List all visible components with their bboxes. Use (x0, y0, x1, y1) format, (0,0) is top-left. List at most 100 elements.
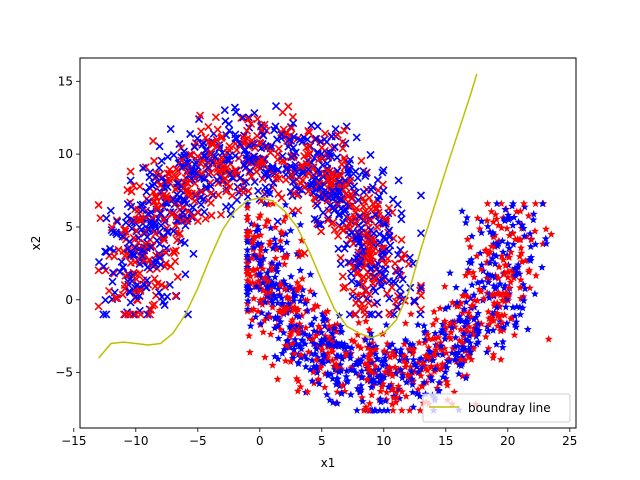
data-point (464, 268, 473, 276)
data-point (143, 209, 153, 218)
data-point (267, 141, 276, 151)
data-point (378, 376, 387, 385)
data-point (402, 392, 411, 400)
data-point (135, 269, 144, 278)
data-point (365, 257, 374, 266)
data-point (495, 262, 504, 271)
data-point (343, 165, 352, 174)
data-point (159, 233, 168, 242)
data-point (281, 253, 290, 261)
data-point (172, 173, 181, 182)
data-point (308, 376, 317, 385)
data-point (182, 168, 192, 177)
data-point (342, 372, 351, 381)
data-point (304, 165, 313, 174)
data-point (324, 349, 332, 357)
data-point (231, 130, 240, 139)
x-tick-label: −5 (189, 434, 207, 448)
data-point (275, 174, 284, 183)
data-point (505, 231, 514, 239)
data-point (289, 119, 298, 128)
data-point (384, 209, 393, 218)
data-point (365, 399, 374, 407)
data-point (263, 268, 272, 277)
data-point (244, 113, 253, 122)
data-point (325, 339, 334, 348)
data-point (275, 259, 284, 268)
data-point (381, 396, 390, 405)
data-point (248, 240, 257, 249)
data-point (127, 249, 136, 259)
data-point (498, 311, 506, 319)
data-point (105, 286, 114, 295)
data-point (475, 224, 484, 233)
data-point (344, 159, 354, 168)
data-point (94, 200, 103, 210)
data-point (252, 167, 261, 176)
data-point (278, 349, 287, 357)
data-point (489, 326, 498, 334)
data-point (318, 309, 327, 318)
data-point (380, 346, 389, 355)
data-point (264, 217, 273, 225)
data-point (243, 245, 252, 254)
data-point (255, 280, 264, 289)
data-point (460, 291, 469, 299)
data-point (356, 258, 365, 267)
data-point (357, 372, 366, 381)
data-point (491, 259, 500, 268)
data-point (400, 356, 408, 365)
data-point (350, 182, 359, 191)
data-point (375, 192, 384, 201)
data-point (149, 136, 158, 146)
data-point (352, 204, 361, 213)
data-point (452, 283, 461, 291)
data-point (258, 264, 267, 273)
data-point (313, 302, 322, 310)
data-point (303, 135, 312, 144)
data-point (482, 348, 491, 356)
data-point (165, 178, 174, 187)
data-point (243, 227, 252, 236)
data-point (312, 344, 321, 353)
data-point (456, 315, 464, 324)
data-point (319, 312, 328, 321)
data-point (477, 217, 486, 225)
data-point (223, 155, 232, 164)
data-point (335, 177, 344, 186)
data-point (434, 333, 443, 341)
data-point (159, 215, 169, 224)
data-point (361, 403, 370, 411)
data-point (253, 264, 262, 273)
data-point (375, 230, 384, 239)
data-point (167, 195, 176, 204)
data-point (243, 305, 252, 313)
data-point (225, 182, 234, 191)
data-point (273, 155, 282, 164)
data-point (333, 387, 342, 396)
data-point (315, 192, 324, 201)
data-point (287, 328, 296, 336)
data-point (418, 382, 427, 390)
data-point (279, 276, 288, 285)
data-point (477, 260, 486, 269)
data-point (365, 325, 374, 334)
data-point (405, 253, 414, 262)
data-point (278, 152, 287, 161)
data-point (96, 214, 105, 223)
data-point (494, 288, 503, 297)
data-point (446, 319, 455, 327)
data-point (134, 238, 143, 247)
data-point (354, 318, 363, 327)
data-point (419, 359, 428, 367)
data-point (408, 349, 417, 358)
data-point (169, 151, 178, 160)
data-point (138, 205, 147, 214)
data-point (456, 355, 465, 363)
data-point (316, 363, 325, 372)
data-point (250, 152, 259, 161)
data-point (316, 220, 325, 229)
data-point (165, 165, 174, 174)
data-point (267, 289, 276, 297)
data-point (379, 186, 388, 195)
